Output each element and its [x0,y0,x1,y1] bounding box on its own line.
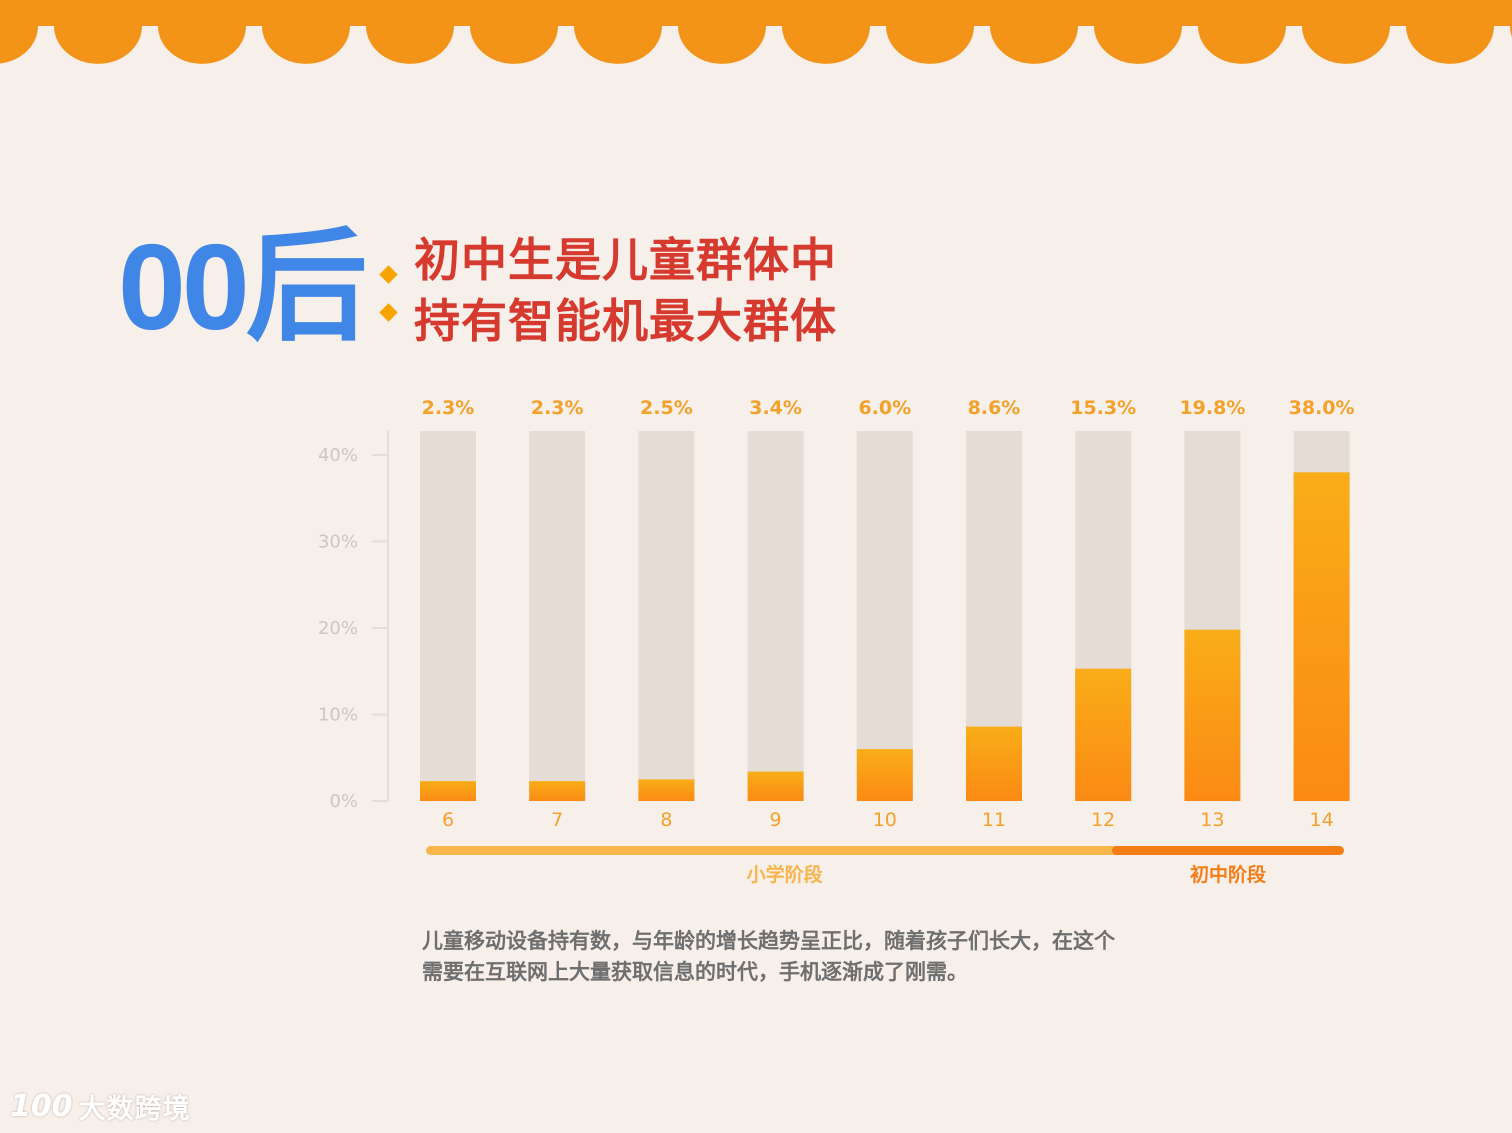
x-tick-label: 7 [551,809,563,831]
x-tick-label: 6 [442,809,454,831]
primary-school-range-bar [426,846,1144,855]
bar-14 [1293,472,1350,801]
x-tick-label: 8 [660,809,672,831]
bar-8 [638,779,695,801]
headline-line-1: 初中生是儿童群体中 [414,233,837,287]
caption-line-2: 需要在互联网上大量获取信息的时代，手机逐渐成了刚需。 [422,960,968,984]
bar-track [747,431,804,801]
bar-12 [1075,668,1132,801]
caption-line-1: 儿童移动设备持有数，与年龄的增长趋势呈正比，随着孩子们长大，在这个 [422,929,1115,953]
bar-6 [420,781,476,801]
value-label: 2.3% [422,397,475,419]
value-label: 19.8% [1179,397,1245,419]
value-label: 6.0% [858,397,911,419]
middle-school-range-bar [1112,846,1344,855]
value-label: 15.3% [1070,397,1136,419]
brand-mark-icon: 100 [10,1088,73,1124]
brand-name: 大数跨境 [78,1093,191,1125]
phone-ownership-bar-chart: 0% 10% 20% 30% 40% 2.3% 6 2.3% 7 2.5% 8 3.4% 9 6.0% 10… [318,397,1355,831]
y-tick-label: 0% [329,791,358,812]
x-tick-label: 14 [1310,809,1334,831]
y-tick-label: 40% [318,445,358,466]
bar-7 [529,781,586,801]
bar-9 [747,771,804,801]
bar-10 [856,749,913,801]
value-label: 2.3% [531,397,584,419]
bar-track [856,431,913,801]
bar-13 [1184,629,1241,801]
scalloped-top-banner [0,0,1512,64]
x-tick-label: 12 [1091,809,1115,831]
banner-scallops [0,0,1512,64]
value-label: 2.5% [640,397,693,419]
primary-school-label: 小学阶段 [746,864,823,886]
value-label: 3.4% [749,397,802,419]
caption: 儿童移动设备持有数，与年龄的增长趋势呈正比，随着孩子们长大，在这个 需要在互联网… [422,926,1322,988]
headline-big-text: 00后 [118,219,368,355]
brand-logo: 100 大数跨境 [10,1084,191,1128]
y-tick-label: 10% [318,705,358,726]
x-tick-label: 9 [770,809,782,831]
y-tick-label: 20% [318,618,358,639]
bar-track [529,431,586,801]
bar-11 [966,726,1022,801]
x-tick-label: 11 [982,809,1006,831]
y-tick-label: 30% [318,532,358,553]
x-tick-label: 10 [873,809,897,831]
headline-line-2: 持有智能机最大群体 [414,294,837,348]
middle-school-label: 初中阶段 [1189,864,1266,886]
value-label: 8.6% [968,397,1021,419]
bar-track [420,431,476,801]
x-tick-label: 13 [1200,809,1224,831]
value-label: 38.0% [1289,397,1355,419]
bar-track [638,431,695,801]
